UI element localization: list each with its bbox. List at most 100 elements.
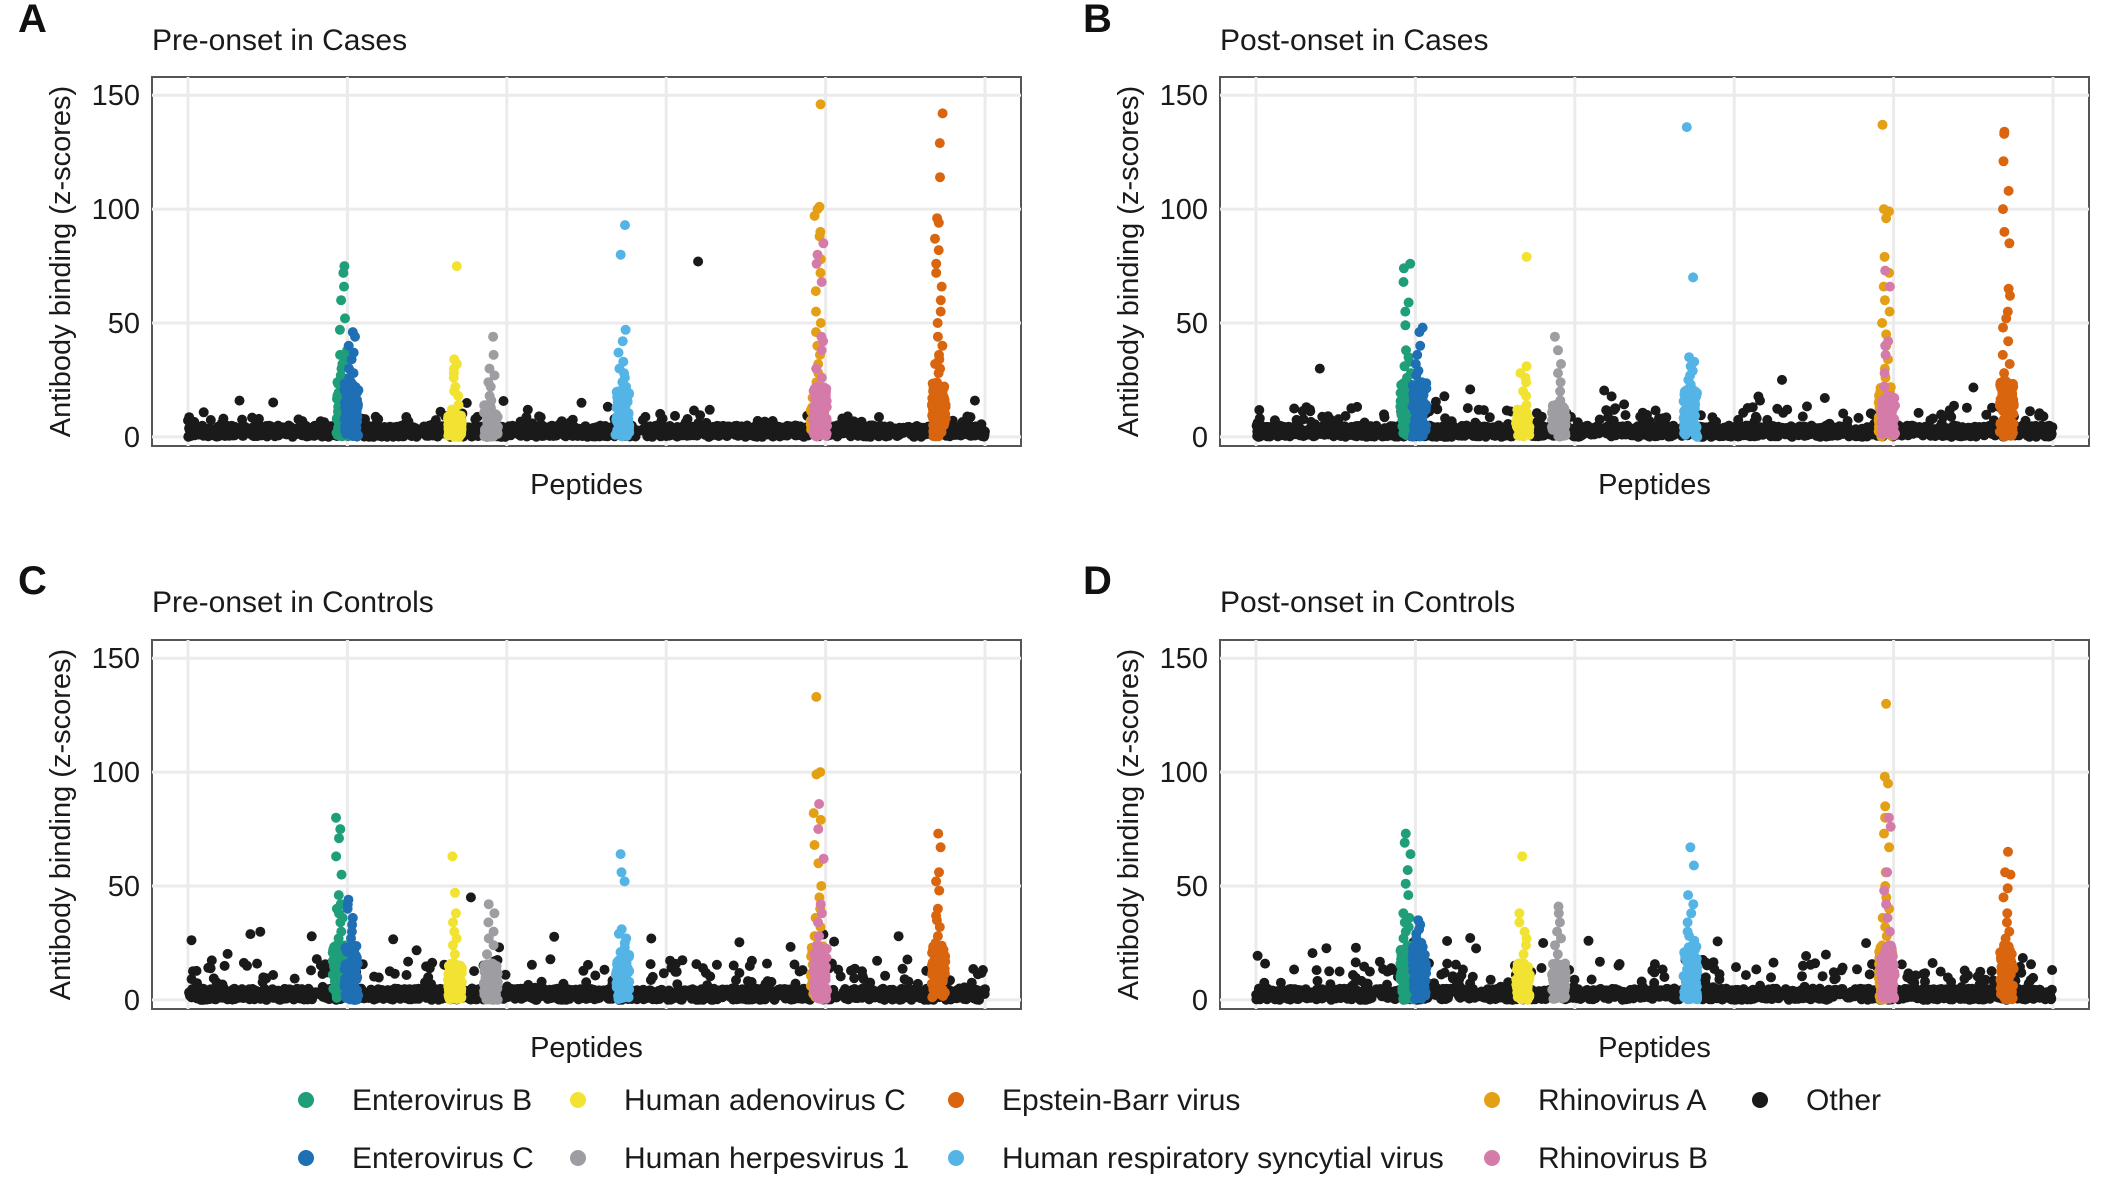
point-other — [370, 411, 381, 422]
point-rhinovirus-b — [1880, 349, 1891, 360]
point-rhinovirus-b — [1880, 410, 1891, 421]
point-other — [1666, 431, 1677, 442]
point-other — [657, 413, 668, 424]
point-other — [524, 419, 535, 430]
point-enterovirus-b — [335, 370, 346, 381]
point-other — [1750, 411, 1761, 422]
y-axis-label: Antibody binding (z-scores) — [45, 86, 77, 437]
point-other — [525, 429, 536, 440]
point-human-herpesvirus-1 — [1549, 331, 1560, 342]
point-human-respiratory-syncytial-virus — [615, 249, 626, 260]
point-rhinovirus-b — [1887, 417, 1898, 428]
plot-area — [151, 76, 1022, 447]
point-other — [1853, 412, 1864, 423]
series-other — [1777, 374, 1787, 385]
point-other — [962, 411, 973, 422]
point-other — [325, 421, 336, 432]
x-axis-label: Peptides — [1598, 469, 1711, 501]
point-other — [795, 430, 806, 441]
point-other — [1357, 426, 1368, 437]
plot-area — [151, 639, 1022, 1010]
series-human-herpesvirus-1 — [479, 331, 503, 442]
point-human-herpesvirus-1 — [1556, 359, 1566, 369]
point-other — [717, 429, 728, 440]
point-other — [1465, 384, 1476, 395]
point-other — [372, 423, 383, 434]
point-other — [1974, 422, 1985, 432]
point-other — [869, 421, 880, 432]
point-other — [316, 427, 326, 437]
point-human-adenovirus-c — [448, 372, 459, 383]
point-other — [774, 431, 785, 442]
point-epstein-barr-virus — [937, 340, 948, 351]
point-other — [2029, 424, 2040, 435]
point-other — [1913, 407, 1924, 418]
point-rhinovirus-a — [1879, 295, 1890, 306]
point-epstein-barr-virus — [2001, 430, 2012, 441]
point-other — [1379, 412, 1390, 423]
point-rhinovirus-b — [1879, 381, 1890, 392]
point-human-adenovirus-c — [1513, 430, 1524, 441]
y-tick-label: 150 — [92, 643, 140, 675]
point-other — [832, 420, 843, 431]
series-epstein-barr-virus — [927, 108, 951, 442]
point-human-respiratory-syncytial-virus — [623, 389, 634, 400]
point-other — [1254, 421, 1265, 432]
point-enterovirus-c — [1412, 349, 1423, 360]
point-rhinovirus-b — [812, 249, 823, 260]
point-enterovirus-c — [350, 331, 360, 342]
point-epstein-barr-virus — [936, 427, 947, 438]
point-rhinovirus-b — [821, 396, 832, 406]
point-other — [1981, 409, 1992, 420]
point-rhinovirus-a — [1881, 213, 1892, 224]
y-tick-label: 150 — [92, 80, 140, 112]
series-rhinovirus-b — [808, 238, 832, 442]
point-other — [230, 428, 241, 439]
panel-title: Pre-onset in Controls — [152, 586, 434, 619]
point-other — [967, 430, 978, 441]
point-other — [1797, 411, 1808, 422]
y-tick-label: 50 — [1176, 308, 1208, 340]
point-other — [1305, 404, 1315, 415]
point-other — [498, 396, 509, 406]
point-rhinovirus-a — [815, 267, 826, 278]
point-other — [1621, 425, 1632, 436]
point-rhinovirus-b — [811, 381, 822, 392]
point-other — [604, 424, 614, 435]
point-other — [1577, 423, 1588, 434]
point-other — [268, 397, 279, 408]
point-other — [714, 421, 725, 432]
y-axis-label: Antibody binding (z-scores) — [45, 649, 77, 1000]
point-other — [286, 429, 297, 439]
point-other — [1782, 404, 1793, 415]
series-enterovirus-c — [339, 327, 364, 442]
point-other — [394, 423, 405, 434]
point-human-herpesvirus-1 — [1546, 421, 1557, 432]
point-other — [461, 398, 472, 408]
point-human-adenovirus-c — [450, 409, 461, 420]
point-other — [847, 429, 858, 440]
point-other — [861, 423, 872, 434]
plot-area — [1219, 76, 2090, 447]
point-rhinovirus-a — [1879, 251, 1890, 262]
point-other — [1536, 411, 1547, 422]
point-other — [1266, 425, 1277, 435]
point-other — [1606, 391, 1617, 402]
point-rhinovirus-b — [816, 372, 827, 383]
point-other — [641, 426, 652, 437]
y-tick-label: 100 — [92, 757, 140, 789]
y-tick-label: 50 — [108, 871, 140, 903]
point-other — [1346, 403, 1357, 414]
point-other — [1608, 426, 1619, 436]
point-rhinovirus-b — [816, 277, 827, 287]
point-other — [295, 420, 306, 431]
point-human-respiratory-syncytial-virus — [1684, 418, 1695, 429]
point-other — [695, 410, 706, 421]
point-human-respiratory-syncytial-virus — [617, 336, 628, 347]
point-enterovirus-c — [346, 354, 357, 365]
point-other — [768, 431, 778, 442]
point-human-respiratory-syncytial-virus — [617, 399, 628, 410]
point-rhinovirus-b — [816, 345, 827, 356]
y-tick-label: 0 — [1192, 422, 1208, 454]
